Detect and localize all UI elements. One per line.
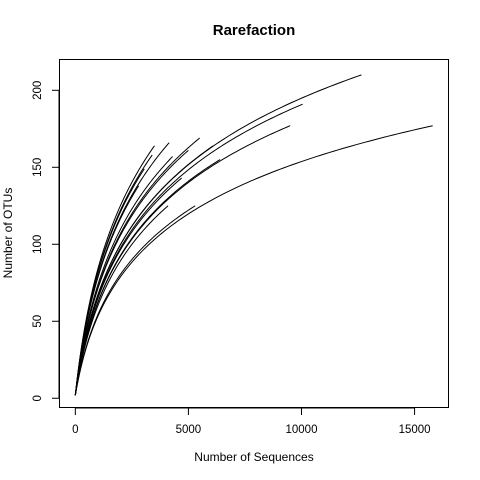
rarefaction-curve-13: [74, 168, 145, 396]
rarefaction-curve-11: [74, 156, 173, 396]
rarefaction-curve-10: [74, 154, 153, 396]
chart-title: Rarefaction: [213, 22, 296, 39]
y-tick-label-2: 100: [32, 235, 44, 254]
y-tick-label-0: 0: [32, 395, 44, 401]
x-axis: 0 5000 10000 15000: [72, 407, 431, 436]
y-axis: 0 50 100 150 200: [32, 81, 60, 401]
rarefaction-curve-15: [74, 185, 140, 396]
y-tick-label-1: 50: [32, 315, 44, 328]
rarefaction-curve-5: [74, 137, 201, 396]
x-tick-label-0: 0: [72, 424, 78, 436]
rarefaction-curve-6: [74, 142, 170, 396]
rarefaction-curve-7: [74, 145, 214, 396]
rarefaction-curve-14: [74, 177, 182, 396]
y-tick-label-4: 200: [32, 81, 44, 100]
x-tick-label-1: 5000: [176, 424, 202, 436]
x-tick-label-3: 15000: [399, 424, 431, 436]
curves-group: [74, 74, 433, 396]
rarefaction-curve-17: [74, 205, 196, 396]
rarefaction-curve-4: [74, 125, 433, 396]
x-axis-label: Number of Sequences: [194, 450, 313, 464]
rarefaction-curve-16: [74, 205, 169, 396]
rarefaction-curve-2: [74, 103, 303, 396]
x-tick-label-2: 10000: [286, 424, 318, 436]
y-axis-label: Number of OTUs: [1, 188, 15, 279]
rarefaction-curve-1: [74, 74, 362, 396]
y-tick-label-3: 150: [32, 158, 44, 177]
